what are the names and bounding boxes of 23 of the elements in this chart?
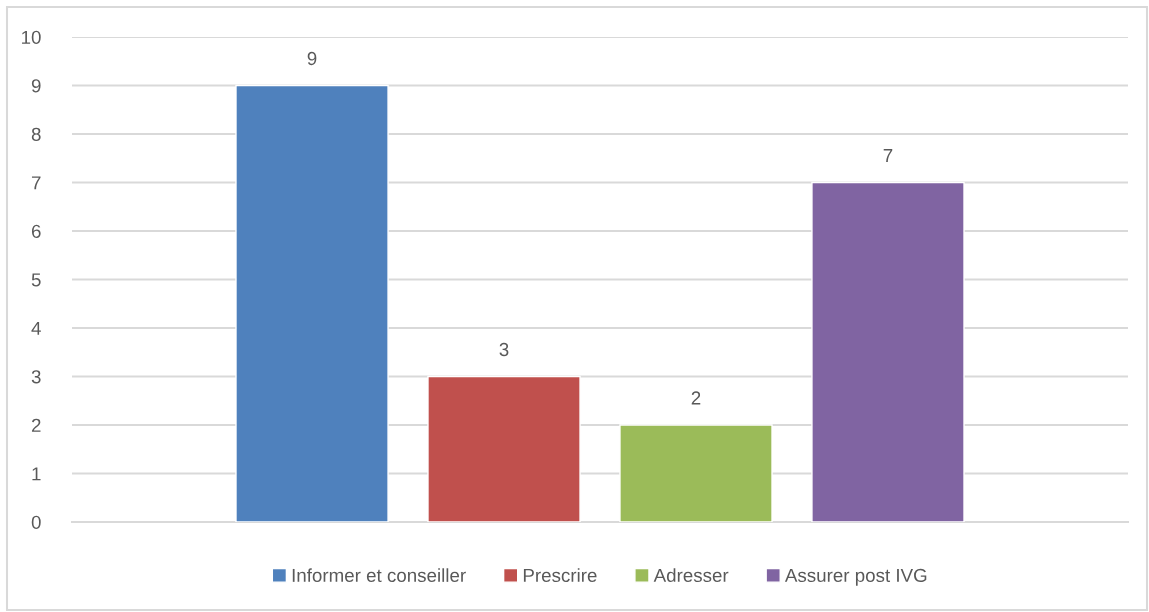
data-label: 7	[883, 149, 893, 162]
y-tick-label: 5	[31, 273, 41, 287]
y-tick-label: 7	[31, 176, 41, 190]
y-tick-label: 0	[31, 515, 41, 529]
bar	[427, 375, 581, 522]
y-tick-label: 3	[31, 370, 41, 384]
bar	[235, 84, 389, 522]
legend-label: Adresser	[653, 568, 729, 583]
data-label: 3	[499, 342, 509, 357]
y-tick-label: 8	[31, 127, 41, 141]
y-tick-label: 10	[22, 30, 41, 44]
y-tick-label: 2	[31, 418, 41, 432]
y-tick-label: 9	[31, 79, 41, 93]
y-tick-label: 6	[31, 224, 41, 238]
legend-label: Informer et conseiller	[292, 568, 466, 583]
legend-label: Prescrire	[523, 568, 597, 583]
y-tick-label: 4	[31, 321, 41, 335]
bar	[619, 424, 773, 522]
data-label: 9	[307, 51, 317, 66]
legend-label: Assurer post IVG	[784, 568, 927, 586]
bar	[811, 181, 965, 522]
data-label: 2	[691, 391, 701, 405]
y-tick-label: 1	[32, 467, 41, 481]
